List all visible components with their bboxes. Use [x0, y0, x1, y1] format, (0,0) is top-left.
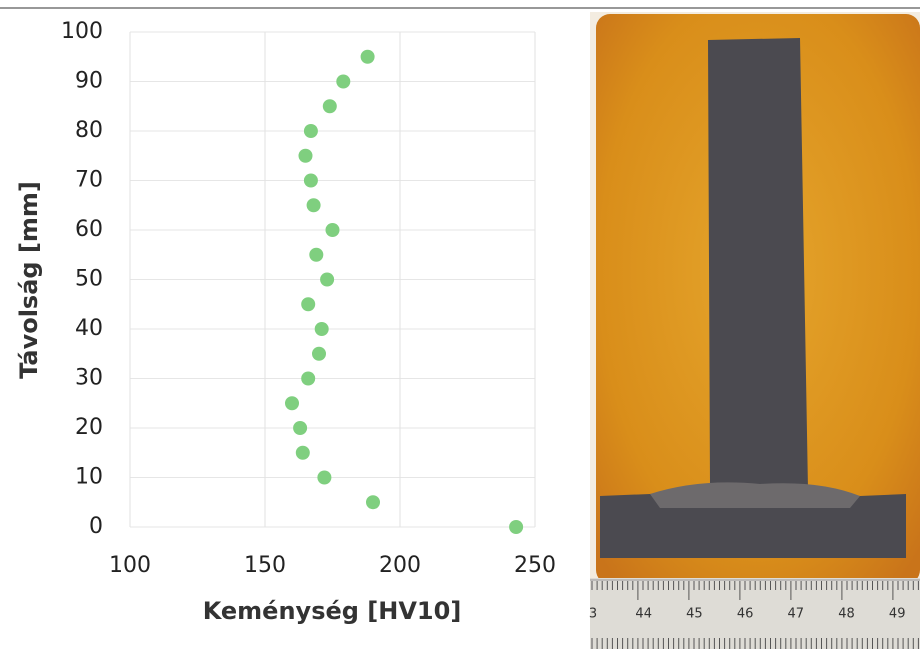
ruler-label: 3	[589, 607, 597, 622]
t-joint	[600, 38, 906, 558]
data-point	[312, 346, 326, 361]
y-tick-label: 70	[75, 168, 103, 193]
data-point	[366, 495, 380, 510]
ruler-label: 48	[838, 607, 855, 622]
data-point	[306, 198, 321, 213]
data-point	[301, 371, 316, 386]
y-axis-title: Távolság [mm]	[15, 181, 43, 379]
x-tick-label: 250	[514, 553, 556, 578]
x-tick-label: 100	[109, 553, 151, 578]
data-point	[322, 99, 337, 114]
ruler-label: 47	[788, 607, 805, 622]
ruler-ticks: 34445464748495	[589, 581, 919, 649]
data-point	[295, 445, 310, 460]
y-tick-label: 20	[75, 415, 103, 440]
data-point	[360, 49, 375, 64]
y-tick-label: 80	[75, 118, 103, 143]
data-point	[298, 148, 313, 163]
ruler-label: 44	[635, 607, 652, 622]
data-point	[317, 470, 332, 485]
y-tick-label: 30	[75, 366, 103, 391]
data-point	[303, 124, 318, 138]
data-point	[303, 173, 318, 188]
ruler-label: 45	[686, 607, 703, 622]
x-axis-title: Keménység [HV10]	[203, 597, 462, 625]
data-point	[314, 322, 329, 336]
x-tick-label: 150	[244, 553, 286, 578]
data-point	[285, 396, 299, 411]
data-point	[336, 74, 351, 89]
plot: Keménység [HV10] Távolság [mm] 0 10 20 30 40…	[15, 19, 556, 625]
data-point	[509, 520, 524, 534]
y-tick-label: 100	[61, 19, 103, 44]
photo: 34445464748495	[589, 12, 920, 649]
x-tick-label: 200	[379, 553, 421, 578]
y-tick-label: 40	[75, 316, 103, 341]
y-tick-label: 10	[75, 465, 103, 490]
ruler-label: 46	[737, 607, 754, 622]
data-point	[293, 421, 308, 435]
y-tick-label: 0	[89, 514, 103, 539]
data-point	[325, 223, 340, 237]
y-tick-label: 60	[75, 217, 103, 242]
data-point	[309, 247, 324, 262]
y-tick-label: 50	[75, 267, 103, 292]
weld	[650, 482, 860, 508]
y-tick-label: 90	[75, 69, 103, 94]
data-point	[320, 272, 335, 287]
ruler-label: 49	[889, 607, 906, 622]
data-point	[301, 297, 316, 312]
